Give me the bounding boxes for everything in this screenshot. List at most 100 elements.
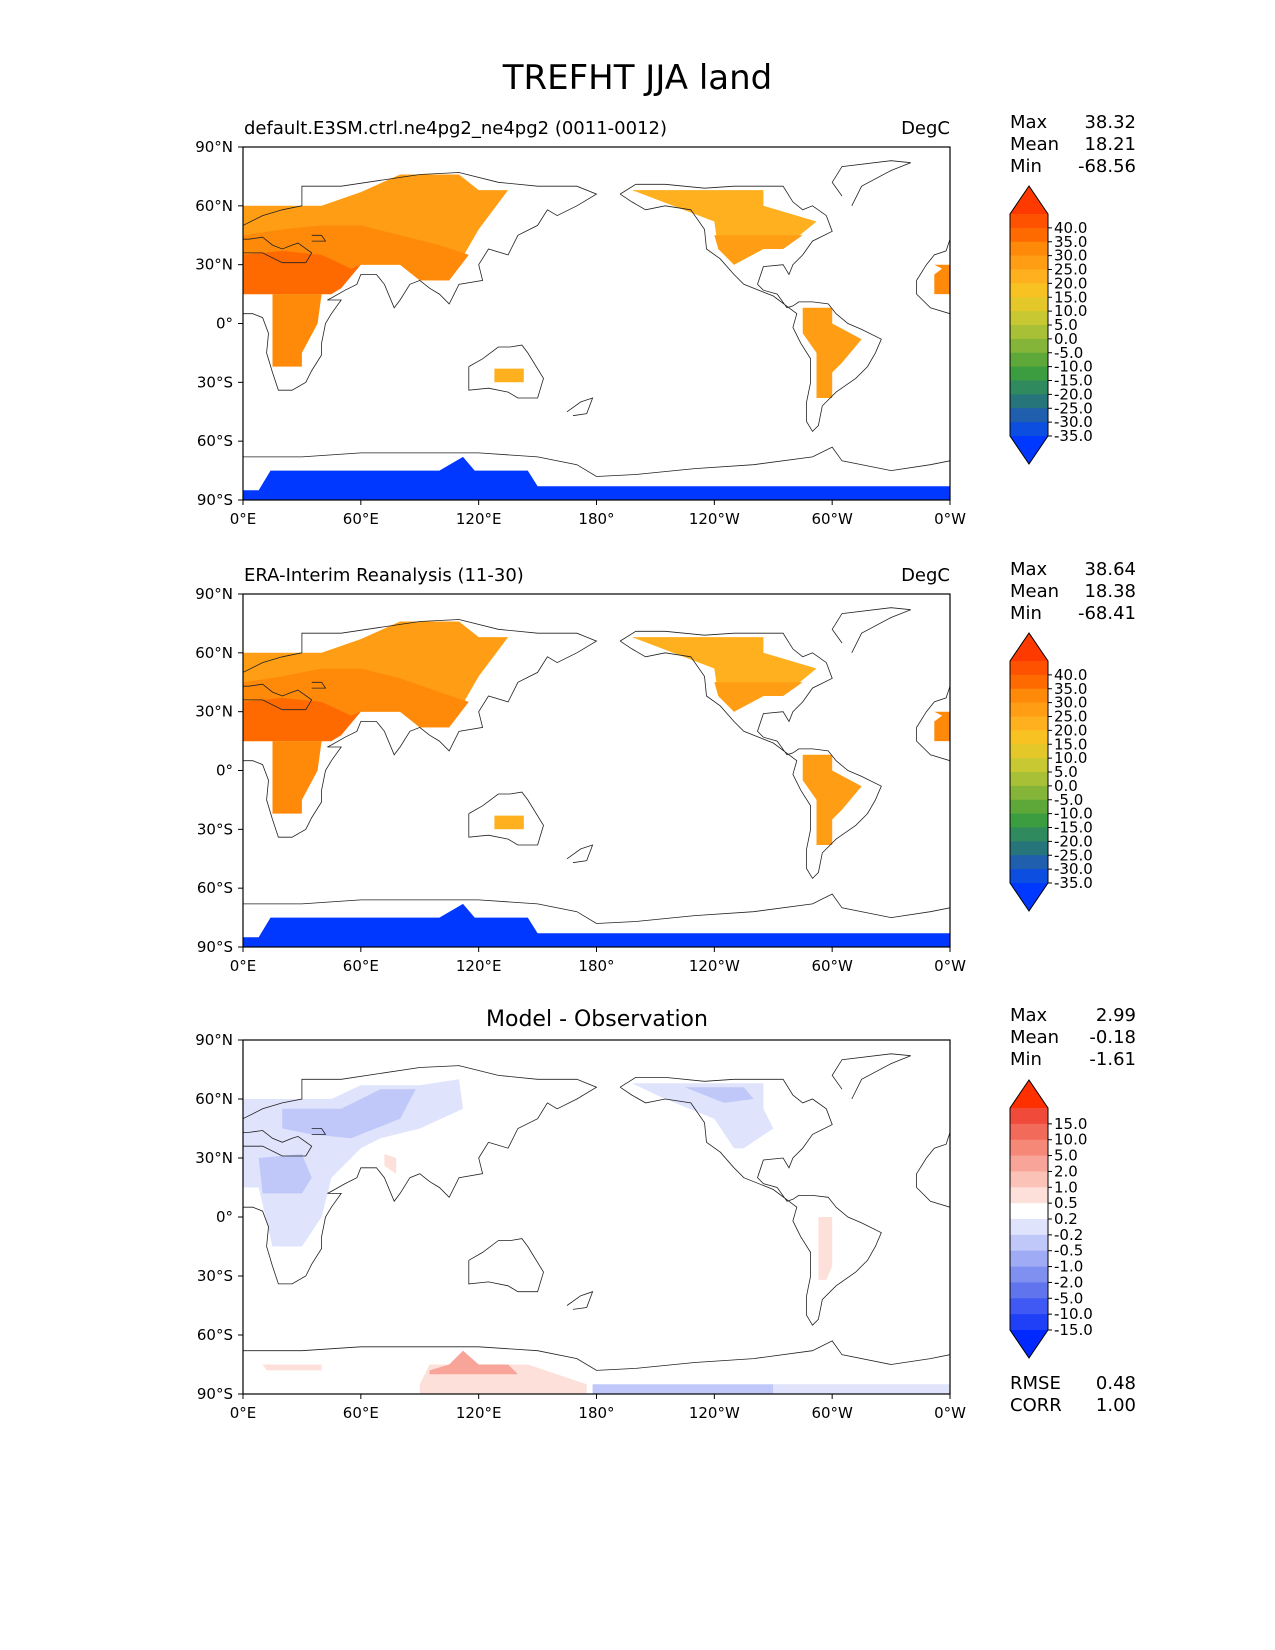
coastline [831, 160, 911, 206]
colorbar-segment [1010, 813, 1048, 829]
colorbar: 15.010.05.02.01.00.50.2-0.2-0.5-1.0-2.0-… [1009, 1079, 1093, 1359]
colorbar-segment [1010, 408, 1048, 423]
map-area [243, 1040, 950, 1394]
region-antarctica-west-neg [592, 1384, 774, 1394]
y-tick-label: 90°S [197, 938, 233, 956]
colorbar-tick-label: -5.0 [1054, 344, 1083, 362]
colorbar-segment [1010, 1219, 1048, 1236]
colorbar-tick-label: 40.0 [1054, 219, 1087, 237]
colorbar-segment [1010, 325, 1048, 340]
colorbar-segment [1010, 394, 1048, 409]
mean-value: -0.18 [1089, 1027, 1136, 1048]
colorbar-segment [1010, 772, 1048, 787]
corr-value: 1.00 [1095, 1395, 1136, 1416]
colorbar-segment [1010, 366, 1048, 382]
x-tick-label: 60°E [343, 510, 379, 528]
region-canada-diff [684, 1087, 754, 1103]
region-north-america-south [714, 235, 803, 265]
colorbar-tick-label: -10.0 [1054, 1305, 1093, 1323]
colorbar-segment [1010, 841, 1048, 856]
colorbar-segment [1010, 702, 1048, 718]
max-label: Max [1010, 112, 1048, 133]
colorbar-segment [1010, 1203, 1048, 1220]
coastline [619, 630, 882, 880]
map-panel-3: 0°E 60°E 120°E 180° 120°W 60°W 0°W 90°N 60°N 30°N… [195, 1031, 1093, 1422]
colorbar-segment [1010, 1266, 1048, 1284]
colorbar-tick-label: 2.0 [1054, 1162, 1078, 1180]
colorbar-tick-label: 10.0 [1054, 749, 1087, 767]
colorbar-segment [1010, 716, 1048, 731]
coastline [243, 172, 598, 391]
y-tick-label: 90°N [195, 585, 233, 603]
mean-label: Mean [1010, 581, 1060, 602]
region-india-diff [384, 1154, 397, 1174]
x-tick-label: 60°W [811, 1404, 853, 1422]
min-label: Min [1010, 156, 1042, 177]
colorbar-segment [1010, 785, 1048, 801]
y-tick-label: 60°S [197, 432, 233, 450]
min-value: -68.56 [1077, 156, 1136, 177]
colorbar-extend-bottom [1010, 436, 1048, 464]
region-south-america-diff [818, 1217, 833, 1280]
panel2-stats: Max 38.64 Mean 18.38 Min -68.41 [1010, 559, 1136, 625]
coastline [619, 183, 882, 433]
colorbar-segment [1010, 1298, 1048, 1315]
colorbar-tick-label: 15.0 [1054, 288, 1087, 306]
rmse-label: RMSE [1010, 1373, 1061, 1394]
colorbar-tick-label: 5.0 [1054, 316, 1078, 334]
colorbar-extend-top [1010, 633, 1048, 661]
rmse-value: 0.48 [1095, 1373, 1136, 1394]
x-tick-label: 0°E [230, 1404, 257, 1422]
region-australia [494, 815, 524, 830]
colorbar-tick-label: 25.0 [1054, 261, 1087, 279]
region-sahara [243, 697, 361, 742]
coastline [243, 1130, 313, 1157]
colorbar-tick-label: -15.0 [1054, 372, 1093, 390]
y-tick-label: 30°N [195, 256, 233, 274]
colorbar-tick-label: 0.5 [1054, 1194, 1078, 1212]
y-tick-label: 60°S [197, 1326, 233, 1344]
colorbar-segment [1010, 1250, 1048, 1268]
min-label: Min [1010, 1049, 1042, 1070]
colorbar-tick-label: 15.0 [1054, 735, 1087, 753]
colorbar-segment [1010, 1123, 1048, 1141]
colorbar-extend-bottom [1010, 883, 1048, 911]
colorbar-segment [1010, 1314, 1048, 1331]
y-tick-label: 30°N [195, 1149, 233, 1167]
min-value: -1.61 [1089, 1049, 1136, 1070]
colorbar-tick-label: 0.0 [1054, 330, 1078, 348]
colorbar-tick-label: -1.0 [1054, 1258, 1083, 1276]
map-panel-1: 0°E 60°E 120°E 180° 120°W 60°W 0°W 90°N 60°N 30°N… [195, 138, 1093, 528]
y-tick-label: 60°N [195, 197, 233, 215]
colorbar-tick-label: 20.0 [1054, 274, 1087, 292]
colorbar-segment [1010, 1171, 1048, 1188]
region-south-america [802, 307, 862, 398]
panel2-title-left: ERA-Interim Reanalysis (11-30) [244, 565, 524, 586]
colorbar-segment [1010, 283, 1048, 298]
colorbar-tick-label: 10.0 [1054, 302, 1087, 320]
colorbar-tick-label: 10.0 [1054, 1131, 1087, 1149]
x-tick-label: 60°W [811, 510, 853, 528]
region-antarctica [243, 903, 950, 947]
colorbar-segment [1010, 241, 1048, 257]
panel2-units: DegC [901, 565, 950, 586]
colorbar-tick-label: 5.0 [1054, 763, 1078, 781]
colorbar-segment [1010, 214, 1048, 229]
region-africa-south [272, 294, 322, 367]
colorbar-segment [1010, 744, 1048, 759]
colorbar-tick-label: 15.0 [1054, 1115, 1087, 1133]
colorbar-segment [1010, 730, 1048, 745]
y-tick-label: 30°S [197, 1267, 233, 1285]
colorbar-extend-bottom [1010, 1330, 1048, 1358]
x-tick-label: 0°E [230, 510, 257, 528]
region-antarctica-small-pos [262, 1364, 322, 1371]
coastline [468, 344, 544, 399]
colorbar-tick-label: 1.0 [1054, 1178, 1078, 1196]
colorbar-tick-label: -30.0 [1054, 413, 1093, 431]
colorbar-tick-label: 5.0 [1054, 1147, 1078, 1165]
coastline [243, 683, 313, 711]
colorbar-tick-label: -0.2 [1054, 1226, 1083, 1244]
coastline [311, 1128, 327, 1135]
colorbar-segment [1010, 674, 1048, 690]
mean-value: 18.38 [1084, 581, 1136, 602]
